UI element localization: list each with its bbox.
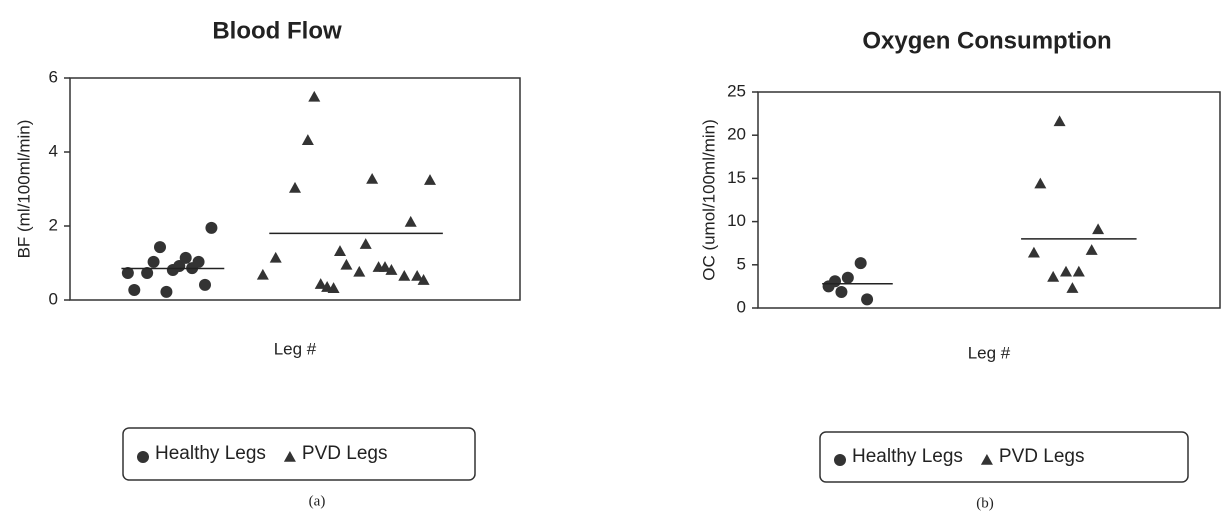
data-point [1092,223,1105,235]
legend-label: PVD Legs [999,446,1085,467]
y-tick-label: 15 [727,168,746,187]
legend-box [122,427,476,481]
plot-frame [69,77,521,301]
data-point [301,134,314,145]
data-point [256,268,269,280]
data-point [854,257,867,270]
data-point [1066,282,1079,293]
chart-title: Oxygen Consumption [862,27,1111,54]
data-point [314,278,327,289]
caption: (b) [976,495,994,511]
data-point [417,274,430,285]
y-axis-label: OC (umol/100ml/min) [699,119,718,281]
data-point [179,251,192,264]
y-tick-label: 0 [737,297,746,316]
legend-label: PVD Legs [302,443,388,464]
data-point [861,293,874,306]
y-tick-label: 10 [727,211,746,230]
data-point [366,173,379,184]
data-point [1085,244,1098,255]
data-point [340,258,353,270]
y-tick-label: 0 [49,289,58,308]
legend-label: Healthy Legs [852,446,963,467]
data-point [160,285,173,298]
data-point [398,269,411,281]
legend-marker [137,451,149,463]
legend-label: Healthy Legs [155,443,266,464]
data-point [269,251,282,263]
data-point [385,264,398,275]
chart-title: Blood Flow [212,17,342,44]
data-point [829,275,841,288]
legend-marker [283,451,296,462]
data-point [192,255,205,268]
legend-marker [980,454,993,465]
data-point [1060,265,1072,277]
data-point [154,241,166,254]
data-point [141,266,154,279]
data-point [289,181,301,193]
data-point [411,269,424,281]
data-point [1027,246,1040,258]
data-point [308,90,321,102]
data-point [121,266,134,279]
caption: (a) [309,493,326,509]
data-point [327,282,340,293]
data-point [841,271,854,284]
legend-box [819,431,1189,483]
y-tick-label: 20 [727,125,746,144]
data-point [205,221,218,234]
data-point [424,174,436,185]
data-point [1072,265,1085,277]
y-axis-label: BF (ml/100ml/min) [14,120,33,259]
data-point [404,215,417,227]
x-axis-label: Leg # [274,339,317,358]
data-point [199,278,211,291]
plot-frame [757,91,1221,309]
data-point [1047,270,1060,282]
y-tick-label: 5 [737,254,746,273]
y-tick-label: 4 [49,141,58,160]
data-point [379,261,391,272]
data-point [1034,177,1047,189]
data-point [128,284,141,297]
x-axis-label: Leg # [968,343,1011,362]
data-point [353,265,366,277]
y-tick-label: 6 [49,67,58,86]
y-tick-label: 2 [49,215,58,234]
data-point [835,286,848,299]
data-point [359,238,372,249]
data-point [147,255,160,268]
legend-marker [834,454,846,466]
data-point [1053,115,1066,127]
data-point [334,245,346,256]
y-tick-label: 25 [727,81,746,100]
